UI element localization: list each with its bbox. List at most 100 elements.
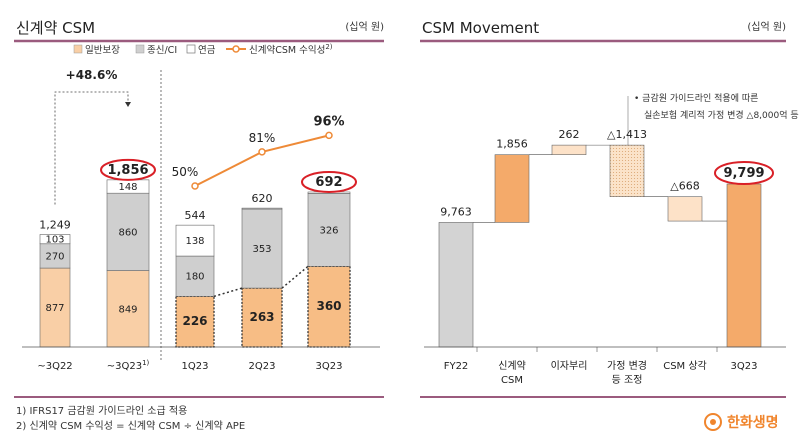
bar-general-~3Q22 [39,267,71,348]
bar-label-general-~3Q23: 849 [118,304,137,315]
total-label-3Q23: 692 [315,175,342,190]
wf-category-label-5-0: 3Q23 [731,361,758,372]
bar-label-general-~3Q22: 877 [45,303,64,314]
bar-label-general-3Q23: 360 [316,299,341,313]
bar-general-1Q23 [175,295,215,348]
wf-bar-decrease-3 [609,144,645,197]
legend-swatch-whole-life [135,44,145,54]
category-label-~3Q22: ~3Q22 [37,361,72,372]
wf-value-label-4: △668 [670,180,699,193]
category-label-2Q23: 2Q23 [249,361,276,372]
bar-label-whole-life-2Q23: 353 [252,244,271,255]
highlight-ellipse-3Q23 [301,170,357,193]
right-unit-label: (십억 원) [747,21,786,33]
wf-category-label-2-0: 이자부리 [551,360,588,372]
legend-label-annuity: 연금 [198,45,216,56]
wf-bar-increase-2 [551,144,587,155]
category-text-2Q23: 2Q23 [249,361,276,372]
footnote-1: 1) IFRS17 금감원 가이드라인 소급 적용 [16,406,188,417]
bar-general-~3Q23 [106,270,150,348]
bar-whole-life-~3Q23 [106,192,150,271]
wf-bar-total-5 [726,183,762,348]
bar-label-annuity-1Q23: 138 [185,236,204,247]
margin-marker-1Q23 [191,182,199,190]
left-legend: 일반보장 종신/CI 연금 신계약CSM 수익성2) [73,43,333,56]
category-sup-~3Q23: 1) [142,359,149,367]
bar-label-whole-life-1Q23: 180 [185,272,204,283]
bar-whole-life-1Q23 [175,255,215,297]
bar-label-whole-life-~3Q22: 270 [45,251,64,262]
wf-category-label-4-0: CSM 상각 [663,360,707,372]
connector-2Q23-3Q23 [281,265,309,289]
wf-category-label-0-0: FY22 [444,361,469,372]
category-text-1Q23: 1Q23 [182,361,209,372]
footnotes: 1) IFRS17 금감원 가이드라인 소급 적용 2) 신계약 CSM 수익성… [16,404,245,434]
wf-value-label-5: 9,799 [723,166,764,181]
margin-label-2Q23: 81% [249,131,276,145]
bar-label-general-1Q23: 226 [182,314,207,328]
wf-category-label-1-0: 신계약 [498,360,526,372]
growth-bracket [54,91,129,205]
wf-category-label-1-1: CSM [501,375,523,386]
logo-mark-icon [704,413,722,431]
legend-label-margin-sup: 2) [325,43,332,51]
connector-1Q23-2Q23 [213,287,243,298]
bar-label-general-2Q23: 263 [249,310,274,324]
wf-category-label-3-0: 가정 변경 [607,359,647,372]
category-text-3Q23: 3Q23 [316,361,343,372]
highlight-ellipse-~3Q23 [100,158,156,181]
wf-value-label-1: 1,856 [496,138,528,151]
margin-marker-2Q23 [258,148,266,156]
category-text-~3Q22: ~3Q22 [37,361,72,372]
bar-whole-life-3Q23 [307,193,351,267]
total-label-1Q23: 544 [185,209,206,222]
bar-label-whole-life-3Q23: 326 [319,225,338,236]
category-label-3Q23: 3Q23 [316,361,343,372]
legend-marker-margin [232,45,240,53]
footnote-2: 2) 신계약 CSM 수익성 = 신계약 CSM ÷ 신계약 APE [16,421,246,432]
legend-label-margin: 신계약CSM 수익성2) [249,43,333,56]
total-label-~3Q23: 1,856 [107,163,148,178]
wf-bar-total-0 [438,222,474,348]
margin-label-1Q23: 50% [172,165,199,179]
bar-annuity-~3Q22 [39,234,71,245]
bar-label-whole-life-~3Q23: 860 [118,227,137,238]
wf-category-label-3-1: 등 조정 [612,374,643,386]
note-line-2: 실손보험 계리적 가정 변경 △8,000억 등 [644,109,799,121]
bar-label-annuity-~3Q23: 148 [118,182,137,193]
wf-bar-decrease-4 [667,196,703,222]
right-panel-title: CSM Movement [422,19,539,37]
bar-whole-life-2Q23 [241,208,283,289]
legend-label-margin-text: 신계약CSM 수익성 [249,44,325,56]
wf-value-label-3: △1,413 [607,128,647,141]
total-label-~3Q22: 1,249 [39,219,71,232]
category-text-~3Q23: ~3Q23 [107,361,142,372]
legend-label-whole-life: 종신/CI [147,45,177,56]
growth-annotation: +48.6% [66,68,118,82]
legend-label-general: 일반보장 [85,45,120,56]
wf-value-label-2: 262 [559,128,580,141]
bar-label-annuity-~3Q22: 103 [45,235,64,246]
margin-label-3Q23: 96% [313,114,344,129]
bar-annuity-2Q23 [241,207,283,210]
wf-highlight-ellipse [714,161,774,185]
right-waterfall-chart: 9,763 FY22 1,856 신계약 CSM 262 이자부리 △1,413 가정 변경등 … [424,128,786,386]
category-label-~3Q23: ~3Q231) [107,359,150,372]
legend-swatch-annuity [186,44,196,54]
wf-value-label-0: 9,763 [440,205,472,218]
growth-arrow-head [125,102,131,107]
category-label-1Q23: 1Q23 [182,361,209,372]
bar-general-2Q23 [241,287,283,348]
left-unit-label: (십억 원) [345,21,384,33]
left-stacked-bar-chart: 877 270 103 1,249 ~3Q22 849 860 148 1,856 ~3Q231)… [22,68,380,372]
legend-swatch-general [73,44,83,54]
total-label-2Q23: 620 [252,192,273,205]
wf-bar-increase-1 [494,154,530,223]
bar-annuity-1Q23 [175,224,215,257]
note-line-1: • 금감원 가이드라인 적용에 따른 [634,92,758,104]
left-panel-title: 신계약 CSM [16,19,95,37]
company-logo: 한화생명 [704,412,779,432]
logo-text: 한화생명 [727,415,779,431]
margin-marker-3Q23 [325,131,333,140]
